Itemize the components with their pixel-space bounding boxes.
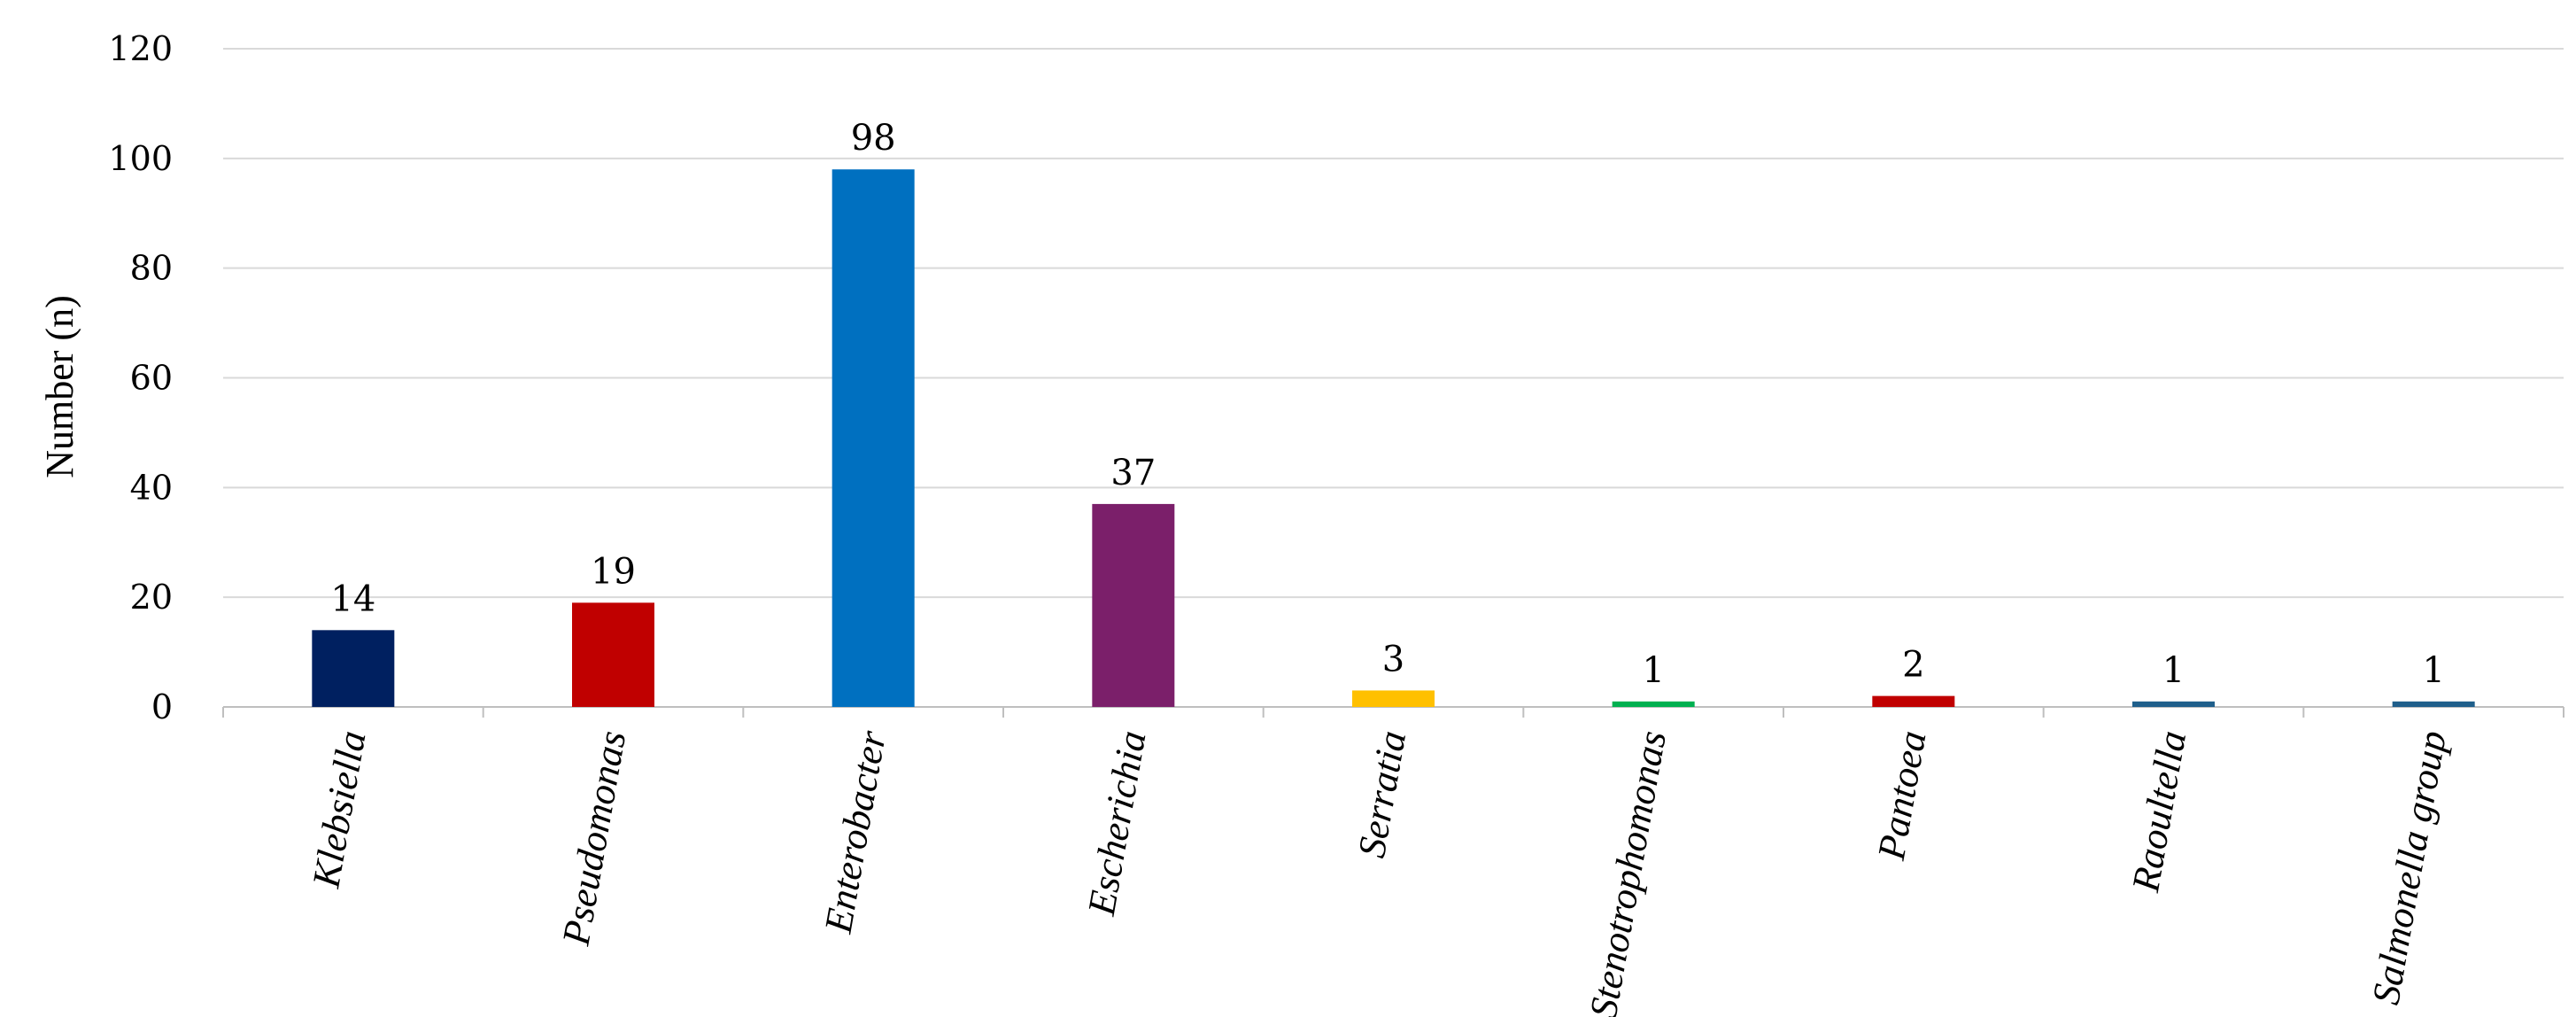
- y-axis-ticks: 0 20 40 60 80 100 120: [108, 29, 173, 726]
- data-label: 14: [330, 578, 375, 619]
- category-labels: Klebsiella Pseudomonas Enterobacter Escheri…: [304, 726, 2455, 1017]
- category-label: Escherichia: [1079, 727, 1155, 919]
- bar: [2392, 701, 2475, 707]
- category-label: Pseudomonas: [553, 727, 634, 949]
- bar: [2132, 701, 2215, 707]
- bar: [1872, 695, 1955, 707]
- x-axis-category-ticks: [222, 707, 2564, 718]
- y-tick-label: 120: [108, 29, 173, 68]
- data-label: 1: [2162, 650, 2185, 691]
- data-label: 19: [591, 551, 636, 592]
- data-label: 1: [1642, 650, 1664, 691]
- bar: [832, 169, 915, 707]
- bar: [572, 602, 654, 707]
- y-tick-label: 20: [130, 578, 173, 617]
- category-label: Salmonella group: [2363, 727, 2455, 1007]
- category-label: Pantoea: [1869, 727, 1935, 864]
- data-label: 3: [1382, 639, 1404, 679]
- category-label: Klebsiella: [304, 727, 374, 891]
- bar: [1612, 701, 1695, 707]
- y-tick-label: 80: [130, 249, 173, 288]
- y-tick-label: 60: [130, 359, 173, 398]
- category-label: Serratia: [1350, 727, 1414, 861]
- data-label: 98: [851, 118, 896, 159]
- bar: [1092, 503, 1175, 707]
- data-label: 1: [2422, 650, 2444, 691]
- y-tick-label: 40: [130, 468, 173, 507]
- category-label: Raoultella: [2123, 727, 2194, 896]
- bars: [312, 169, 2475, 707]
- bar: [312, 630, 395, 707]
- y-axis-title: Number (n): [38, 295, 81, 478]
- y-tick-label: 0: [151, 687, 173, 726]
- data-label: 37: [1110, 453, 1156, 493]
- category-label: Stenotrophomonas: [1582, 727, 1675, 1017]
- data-label: 2: [1902, 645, 1924, 686]
- category-label: Enterobacter: [816, 726, 895, 936]
- bar: [1352, 690, 1435, 707]
- data-labels: 14 19 98 37 3 1 2 1 1: [330, 118, 2445, 691]
- gridlines: [223, 48, 2564, 599]
- y-tick-label: 100: [108, 139, 173, 178]
